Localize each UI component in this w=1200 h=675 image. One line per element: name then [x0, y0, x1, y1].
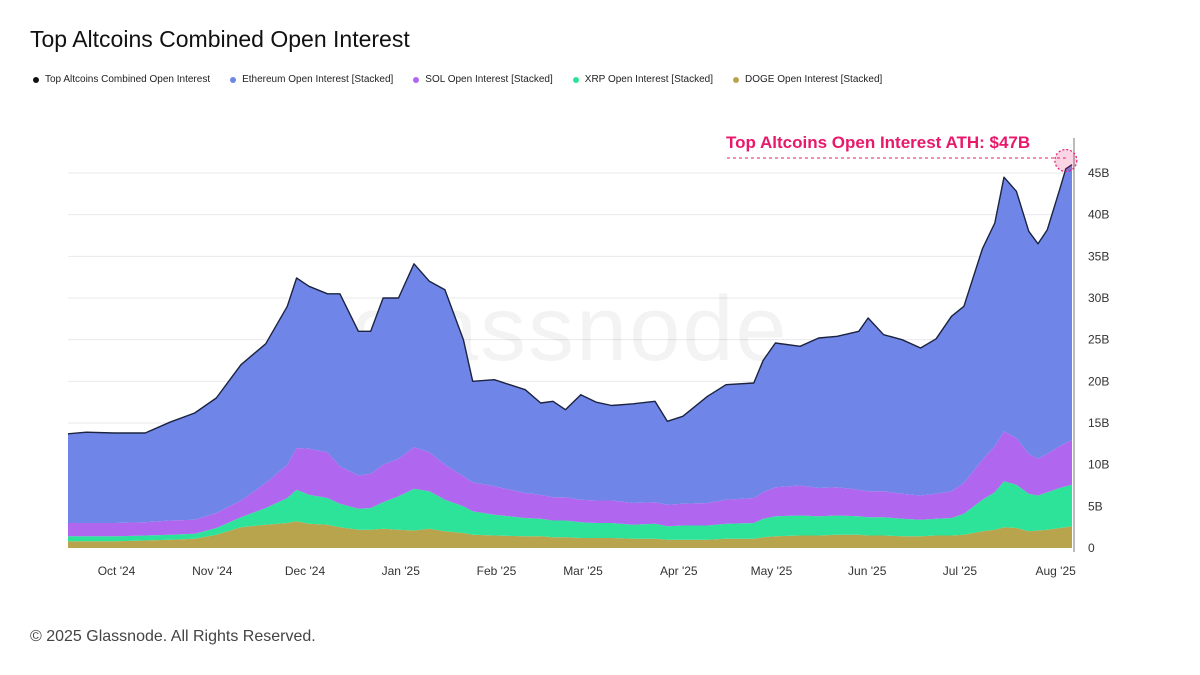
legend-label: XRP Open Interest [Stacked] — [584, 74, 713, 85]
y-tick-label: 0 — [1088, 541, 1095, 555]
legend-dot-icon — [413, 76, 420, 83]
y-tick-label: 35B — [1088, 249, 1109, 263]
x-tick-label: Feb '25 — [477, 564, 517, 578]
legend: Top Altcoins Combined Open Interest Ether… — [33, 74, 882, 85]
y-axis-ticks: 0 5B 10B 15B 20B 25B 30B 35B 40B 45B — [1073, 138, 1109, 555]
combined-open-interest-line — [67, 164, 1073, 435]
y-tick-label: 20B — [1088, 374, 1109, 388]
legend-dot-icon — [733, 76, 739, 83]
x-tick-label: Oct '24 — [98, 564, 136, 578]
x-tick-label: Jan '25 — [382, 564, 421, 578]
copyright-footer: © 2025 Glassnode. All Rights Reserved. — [30, 628, 316, 645]
legend-item[interactable]: DOGE Open Interest [Stacked] — [733, 74, 882, 85]
x-tick-label: May '25 — [751, 564, 793, 578]
x-tick-label: Aug '25 — [1035, 564, 1076, 578]
legend-item[interactable]: Top Altcoins Combined Open Interest — [33, 74, 210, 85]
y-tick-label: 30B — [1088, 291, 1109, 305]
legend-label: DOGE Open Interest [Stacked] — [745, 74, 883, 85]
eth-area — [68, 164, 1072, 523]
total-line — [67, 164, 1073, 435]
legend-item[interactable]: SOL Open Interest [Stacked] — [413, 74, 553, 85]
y-tick-label: 15B — [1088, 416, 1109, 430]
legend-dot-icon — [230, 76, 237, 83]
x-tick-label: Jun '25 — [848, 564, 887, 578]
x-tick-label: Jul '25 — [943, 564, 978, 578]
ath-marker — [1054, 148, 1078, 173]
x-tick-label: Apr '25 — [660, 564, 698, 578]
y-tick-label: 5B — [1088, 499, 1103, 513]
xrp-area — [68, 481, 1072, 542]
y-tick-label: 25B — [1088, 333, 1109, 347]
legend-label: Top Altcoins Combined Open Interest — [45, 74, 211, 85]
legend-dot-icon — [33, 76, 39, 83]
legend-dot-icon — [572, 76, 579, 83]
x-tick-label: Nov '24 — [192, 564, 233, 578]
ath-label: Top Altcoins Open Interest ATH: $47B — [726, 133, 1030, 152]
x-tick-label: Dec '24 — [285, 564, 326, 578]
doge-area — [68, 521, 1072, 548]
y-tick-label: 40B — [1088, 208, 1109, 222]
y-tick-label: 45B — [1088, 166, 1109, 180]
chart-title: Top Altcoins Combined Open Interest — [30, 26, 410, 52]
legend-label: Ethereum Open Interest [Stacked] — [242, 74, 394, 85]
x-axis-ticks: Oct '24 Nov '24 Dec '24 Jan '25 Feb '25 Mar '… — [98, 564, 1076, 578]
legend-item[interactable]: Ethereum Open Interest [Stacked] — [230, 74, 393, 85]
y-tick-label: 10B — [1088, 458, 1109, 472]
legend-label: SOL Open Interest [Stacked] — [425, 74, 553, 85]
x-tick-label: Mar '25 — [563, 564, 603, 578]
sol-area — [68, 431, 1072, 537]
legend-item[interactable]: XRP Open Interest [Stacked] — [572, 74, 713, 85]
ath-annotation: Top Altcoins Open Interest ATH: $47B — [726, 133, 1078, 173]
stacked-areas — [68, 164, 1072, 548]
